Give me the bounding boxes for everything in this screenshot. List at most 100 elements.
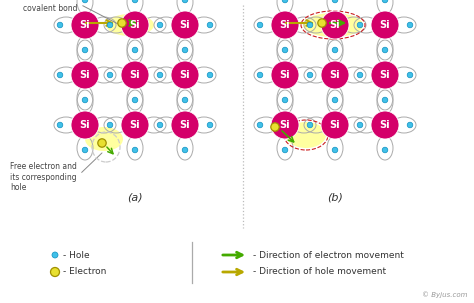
Circle shape bbox=[57, 72, 63, 78]
Circle shape bbox=[357, 122, 363, 128]
Text: (a): (a) bbox=[127, 192, 143, 202]
Text: Si: Si bbox=[130, 20, 140, 30]
Text: Si: Si bbox=[330, 120, 340, 130]
Circle shape bbox=[257, 22, 263, 28]
Text: Si: Si bbox=[330, 70, 340, 80]
Text: © Byjus.com: © Byjus.com bbox=[422, 291, 468, 298]
Circle shape bbox=[282, 47, 288, 53]
Circle shape bbox=[52, 252, 58, 258]
Circle shape bbox=[282, 0, 288, 3]
Circle shape bbox=[382, 147, 388, 153]
Text: Si: Si bbox=[380, 20, 390, 30]
Circle shape bbox=[71, 61, 99, 89]
Text: Broken
covalent bond: Broken covalent bond bbox=[23, 0, 118, 24]
Circle shape bbox=[157, 72, 163, 78]
Circle shape bbox=[107, 22, 113, 28]
Circle shape bbox=[182, 97, 188, 103]
Text: Si: Si bbox=[380, 70, 390, 80]
Circle shape bbox=[321, 111, 349, 139]
Circle shape bbox=[318, 19, 326, 27]
Circle shape bbox=[207, 122, 213, 128]
Text: Si: Si bbox=[130, 70, 140, 80]
Circle shape bbox=[407, 22, 413, 28]
Circle shape bbox=[371, 11, 399, 39]
Text: - Electron: - Electron bbox=[63, 268, 106, 277]
Circle shape bbox=[107, 72, 113, 78]
Circle shape bbox=[132, 0, 138, 3]
Circle shape bbox=[407, 122, 413, 128]
Text: Si: Si bbox=[280, 70, 290, 80]
Text: Si: Si bbox=[80, 120, 91, 130]
Circle shape bbox=[371, 111, 399, 139]
Circle shape bbox=[371, 61, 399, 89]
Text: Si: Si bbox=[180, 120, 191, 130]
Circle shape bbox=[171, 61, 199, 89]
Circle shape bbox=[332, 147, 338, 153]
Circle shape bbox=[71, 111, 99, 139]
Circle shape bbox=[121, 61, 149, 89]
Circle shape bbox=[82, 97, 88, 103]
Text: Si: Si bbox=[180, 20, 191, 30]
Text: Si: Si bbox=[380, 120, 390, 130]
Circle shape bbox=[132, 147, 138, 153]
Circle shape bbox=[71, 11, 99, 39]
Circle shape bbox=[182, 47, 188, 53]
Circle shape bbox=[171, 11, 199, 39]
Text: Si: Si bbox=[280, 20, 290, 30]
Circle shape bbox=[357, 72, 363, 78]
Circle shape bbox=[207, 22, 213, 28]
Circle shape bbox=[407, 72, 413, 78]
Circle shape bbox=[207, 72, 213, 78]
Circle shape bbox=[98, 139, 106, 147]
Circle shape bbox=[121, 111, 149, 139]
Ellipse shape bbox=[106, 14, 154, 36]
Text: Si: Si bbox=[330, 20, 340, 30]
Circle shape bbox=[51, 268, 60, 277]
Circle shape bbox=[182, 147, 188, 153]
Circle shape bbox=[307, 122, 313, 128]
Circle shape bbox=[357, 22, 363, 28]
Text: - Direction of hole movement: - Direction of hole movement bbox=[253, 268, 386, 277]
Circle shape bbox=[132, 97, 138, 103]
Circle shape bbox=[82, 47, 88, 53]
Circle shape bbox=[332, 97, 338, 103]
Text: Free electron and
its corresponding
hole: Free electron and its corresponding hole bbox=[10, 153, 102, 192]
Circle shape bbox=[271, 111, 299, 139]
Circle shape bbox=[121, 11, 149, 39]
Circle shape bbox=[118, 19, 126, 27]
Circle shape bbox=[282, 97, 288, 103]
Circle shape bbox=[332, 47, 338, 53]
Circle shape bbox=[82, 0, 88, 3]
Circle shape bbox=[171, 111, 199, 139]
Circle shape bbox=[57, 122, 63, 128]
Ellipse shape bbox=[303, 13, 363, 37]
Circle shape bbox=[157, 122, 163, 128]
Text: Si: Si bbox=[80, 70, 91, 80]
Circle shape bbox=[157, 22, 163, 28]
Circle shape bbox=[132, 47, 138, 53]
Text: Si: Si bbox=[80, 20, 91, 30]
Text: Si: Si bbox=[130, 120, 140, 130]
Circle shape bbox=[332, 0, 338, 3]
Circle shape bbox=[307, 72, 313, 78]
Circle shape bbox=[107, 122, 113, 128]
Ellipse shape bbox=[85, 127, 123, 151]
Circle shape bbox=[382, 47, 388, 53]
Circle shape bbox=[82, 147, 88, 153]
Circle shape bbox=[182, 0, 188, 3]
Circle shape bbox=[321, 11, 349, 39]
Text: Si: Si bbox=[180, 70, 191, 80]
Text: (b): (b) bbox=[327, 192, 343, 202]
Circle shape bbox=[282, 147, 288, 153]
Circle shape bbox=[271, 11, 299, 39]
Circle shape bbox=[257, 72, 263, 78]
Circle shape bbox=[382, 0, 388, 3]
Circle shape bbox=[321, 61, 349, 89]
Circle shape bbox=[57, 22, 63, 28]
Circle shape bbox=[271, 123, 279, 131]
Circle shape bbox=[307, 22, 313, 28]
Ellipse shape bbox=[286, 122, 326, 148]
Text: Si: Si bbox=[280, 120, 290, 130]
Circle shape bbox=[257, 122, 263, 128]
Circle shape bbox=[271, 61, 299, 89]
